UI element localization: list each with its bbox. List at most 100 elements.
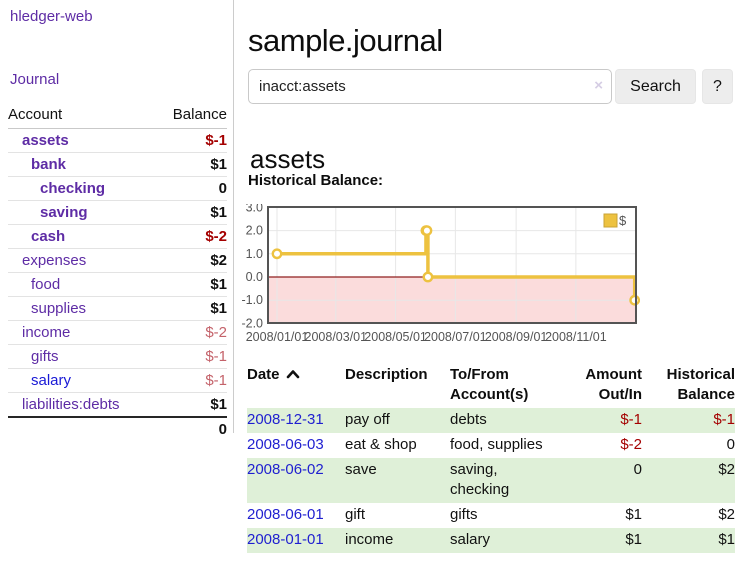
account-row: expenses $2: [8, 249, 227, 273]
transaction-amount: 0: [633, 461, 642, 478]
transaction-balance: $2: [718, 461, 735, 478]
date-column-header[interactable]: Date: [247, 364, 345, 408]
account-column-header: Account: [8, 106, 63, 123]
account-link-expenses[interactable]: expenses: [22, 252, 87, 269]
search-box: ×: [248, 69, 612, 104]
account-balance: $-2: [205, 324, 227, 341]
account-link-bank[interactable]: bank: [31, 156, 67, 173]
account-link-food[interactable]: food: [31, 276, 61, 293]
account-row: liabilities:debts $1: [8, 393, 227, 416]
register-table: Date Description To/From Account(s) Amou…: [247, 364, 735, 553]
accounts-rows: assets $-1 bank $1 checking 0 saving $1 cash $-2 e…: [8, 129, 227, 416]
sort-ascending-icon: [286, 370, 299, 379]
chart-title: Historical Balance:: [248, 172, 384, 189]
account-link-assets[interactable]: assets: [22, 132, 69, 149]
account-balance: 0: [218, 180, 227, 197]
x-tick-label: 2008/05/01: [364, 330, 427, 344]
account-balance: $-1: [205, 348, 227, 365]
register-row: 2008-06-02 save saving, checking 0 $2: [247, 458, 735, 503]
transaction-description: gift: [345, 506, 366, 523]
app-title-link[interactable]: hledger-web: [10, 8, 93, 25]
accounts-table-header: Account Balance: [8, 102, 227, 129]
data-point-marker: [422, 271, 434, 283]
transaction-description: pay off: [345, 411, 390, 428]
account-balance: $1: [210, 204, 227, 221]
transaction-balance: $1: [718, 531, 735, 548]
transaction-amount: $1: [625, 506, 642, 523]
x-tick-label: 2008/03/01: [305, 330, 368, 344]
help-button[interactable]: ?: [702, 69, 733, 104]
account-row: income $-2: [8, 321, 227, 345]
accounts-total-value: 0: [218, 421, 227, 438]
register-row: 2008-06-01 gift gifts $1 $2: [247, 503, 735, 528]
account-balance: $1: [210, 276, 227, 293]
legend-label: $: [619, 213, 627, 228]
account-row: gifts $-1: [8, 345, 227, 369]
account-balance: $-1: [205, 372, 227, 389]
accounts-column-header: To/From Account(s): [450, 366, 529, 403]
x-tick-label: 2008/09/01: [485, 330, 548, 344]
account-balance: $1: [210, 396, 227, 413]
transaction-amount: $-2: [620, 436, 642, 453]
register-row: 2008-06-03 eat & shop food, supplies $-2 0: [247, 433, 735, 458]
account-row: supplies $1: [8, 297, 227, 321]
account-balance: $1: [210, 156, 227, 173]
account-link-income[interactable]: income: [22, 324, 71, 341]
transaction-description: save: [345, 461, 377, 478]
account-link-supplies[interactable]: supplies: [31, 300, 87, 317]
transaction-balance: $2: [718, 506, 735, 523]
transaction-date-link[interactable]: 2008-06-03: [247, 436, 324, 453]
page-title: sample.journal: [248, 22, 443, 58]
account-link-liabilities-debts[interactable]: liabilities:debts: [22, 396, 120, 413]
y-tick-label: 1.0: [246, 247, 263, 261]
account-link-gifts[interactable]: gifts: [31, 348, 59, 365]
transaction-description: income: [345, 531, 394, 548]
balance-column-header: Balance: [172, 106, 227, 123]
transaction-accounts: gifts: [450, 506, 478, 523]
account-link-salary[interactable]: salary: [31, 372, 72, 389]
y-tick-label: -2.0: [241, 316, 263, 330]
x-tick-label: 2008/11/01: [545, 330, 607, 344]
account-balance: $1: [210, 300, 227, 317]
search-input[interactable]: [248, 69, 612, 104]
account-row: assets $-1: [8, 129, 227, 153]
account-row: saving $1: [8, 201, 227, 225]
transaction-date-link[interactable]: 2008-12-31: [247, 411, 324, 428]
account-row: food $1: [8, 273, 227, 297]
transaction-amount: $-1: [620, 411, 642, 428]
account-row: checking 0: [8, 177, 227, 201]
search-button[interactable]: Search: [615, 69, 696, 104]
clear-search-icon[interactable]: ×: [594, 77, 603, 94]
transaction-accounts: salary: [450, 531, 491, 548]
transaction-date-link[interactable]: 2008-06-02: [247, 461, 324, 478]
data-point-marker: [271, 248, 283, 260]
data-point-marker: [629, 294, 640, 306]
account-link-cash[interactable]: cash: [31, 228, 66, 245]
y-tick-label: 2.0: [246, 224, 263, 238]
accounts-total-row: 0: [8, 416, 227, 441]
sidebar-divider: [233, 0, 234, 433]
register-row: 2008-01-01 income salary $1 $1: [247, 528, 735, 553]
account-balance: $-1: [205, 132, 227, 149]
y-tick-label: 3.0: [246, 204, 263, 214]
date-column-label: Date: [247, 366, 280, 383]
transaction-date-link[interactable]: 2008-01-01: [247, 531, 324, 548]
transaction-accounts: food, supplies: [450, 436, 543, 453]
transaction-date-link[interactable]: 2008-06-01: [247, 506, 324, 523]
register-header-row: Date Description To/From Account(s) Amou…: [247, 364, 735, 408]
x-tick-label: 2008/01/01: [246, 330, 309, 344]
balance-column-header-main: Historical Balance: [666, 366, 735, 403]
account-link-saving[interactable]: saving: [40, 204, 88, 221]
data-point-marker: [421, 225, 433, 237]
transaction-accounts: debts: [450, 411, 487, 428]
account-balance: $-2: [205, 228, 227, 245]
sidebar-item-journal[interactable]: Journal: [10, 71, 60, 88]
description-column-header: Description: [345, 366, 428, 383]
register-row: 2008-12-31 pay off debts $-1 $-1: [247, 408, 735, 433]
transaction-accounts: saving, checking: [450, 461, 510, 498]
transaction-description: eat & shop: [345, 436, 417, 453]
account-link-checking[interactable]: checking: [40, 180, 106, 197]
historical-balance-chart: $3.0 2.0 1.0 0.0 -1.0 -2.02008/01/012008/03/0…: [241, 204, 640, 344]
account-row: salary $-1: [8, 369, 227, 393]
